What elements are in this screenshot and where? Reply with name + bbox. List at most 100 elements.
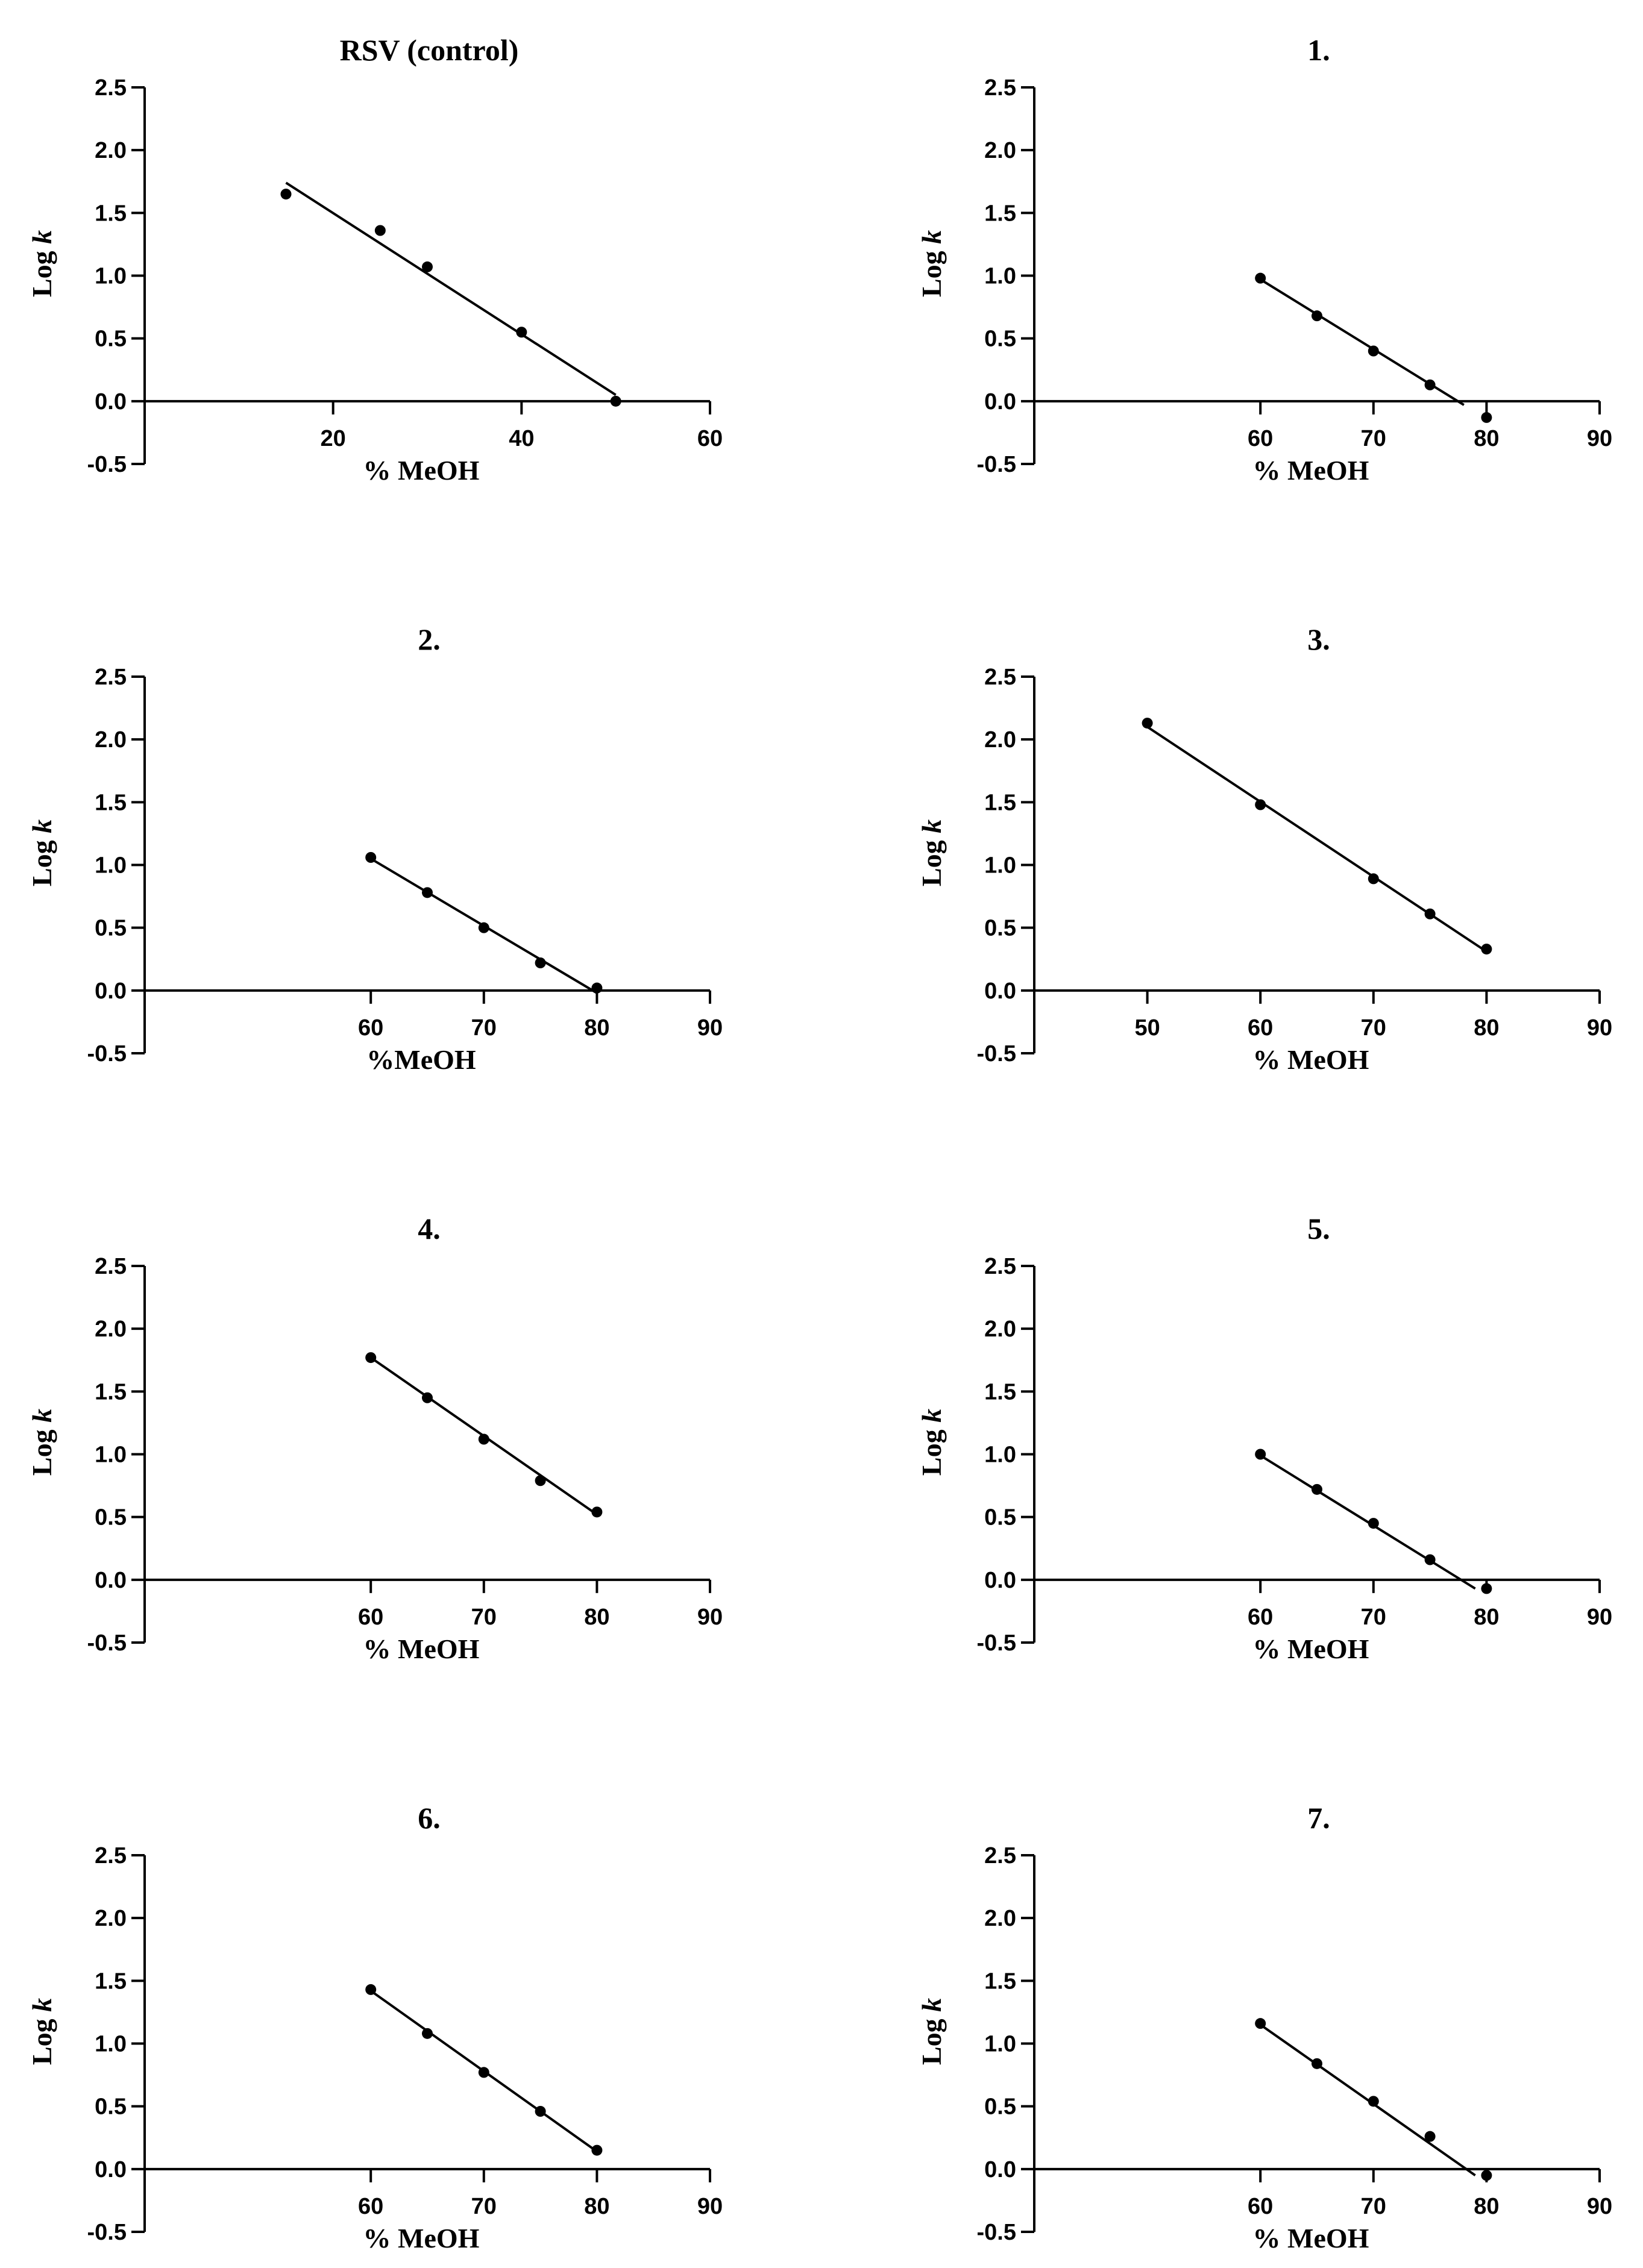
y-tick-label: 1.5 — [95, 1969, 127, 1994]
x-tick-label: 60 — [358, 1015, 383, 1041]
data-point — [535, 2106, 546, 2117]
x-tick-label: 70 — [1361, 426, 1386, 451]
y-axis-label-italic: k — [27, 230, 57, 244]
x-tick-label: 60 — [1248, 1605, 1273, 1630]
y-tick-label: -0.5 — [87, 1631, 127, 1656]
data-point — [1255, 2018, 1266, 2029]
panel-title: 7. — [1307, 1801, 1330, 1835]
panel-title: RSV (control) — [340, 33, 519, 67]
y-axis-label-italic: k — [916, 1409, 947, 1423]
y-tick-label: 0.5 — [984, 916, 1016, 941]
y-tick-label: 1.5 — [95, 201, 127, 226]
y-tick-label: -0.5 — [87, 2220, 127, 2245]
chart-panel-5: 4. -0.5 0.0 0.5 1.0 1.5 2.0 2.5 60 70 80 90 % MeOH Lo… — [27, 1212, 723, 1664]
data-point — [1424, 379, 1436, 390]
y-axis-label: Log k — [916, 1998, 947, 2065]
y-axis-label-main: Log — [916, 244, 947, 297]
data-point — [422, 261, 433, 272]
y-tick-label: -0.5 — [977, 452, 1016, 477]
chart-panel-8: 7. -0.5 0.0 0.5 1.0 1.5 2.0 2.5 60 70 80 90 % MeOH Lo… — [916, 1801, 1612, 2254]
x-tick-label: 80 — [584, 2194, 609, 2219]
data-point — [1481, 1583, 1492, 1594]
x-tick-label: 90 — [697, 1605, 723, 1630]
x-axis-label: % MeOH — [1253, 455, 1369, 486]
data-point — [478, 2067, 489, 2078]
y-tick-label: 0.5 — [95, 327, 127, 352]
x-axis-label: % MeOH — [1253, 2223, 1369, 2254]
x-tick-label: 80 — [584, 1605, 609, 1630]
panel-title: 3. — [1307, 622, 1330, 656]
x-axis-label: % MeOH — [363, 2223, 480, 2254]
fit-line — [1146, 725, 1487, 953]
x-tick-label: 70 — [471, 1015, 497, 1041]
data-point — [1424, 908, 1436, 919]
y-tick-label: 2.0 — [95, 727, 127, 753]
x-tick-label: 60 — [358, 2194, 383, 2219]
data-point — [1255, 1449, 1266, 1460]
panel-title: 5. — [1307, 1212, 1330, 1245]
panel-title: 6. — [418, 1801, 441, 1835]
x-tick-label: 80 — [1474, 1015, 1499, 1041]
y-tick-label: 2.0 — [984, 138, 1016, 163]
x-tick-label: 90 — [1587, 1605, 1612, 1630]
data-point — [1368, 345, 1379, 357]
data-point — [422, 1392, 433, 1403]
y-tick-label: 2.5 — [95, 1843, 127, 1869]
data-point — [1424, 1554, 1436, 1565]
x-tick-label: 20 — [321, 426, 346, 451]
fit-line — [285, 181, 617, 396]
x-tick-label: 60 — [358, 1605, 383, 1630]
x-tick-label: 90 — [1587, 426, 1612, 451]
y-axis-label-italic: k — [27, 1409, 57, 1423]
x-axis-label: %MeOH — [366, 1044, 476, 1075]
y-tick-label: -0.5 — [977, 1631, 1016, 1656]
chart-panel-1: RSV (control) -0.5 0.0 0.5 1.0 1.5 2.0 2.5 20 40 6… — [27, 33, 723, 486]
x-tick-label: 70 — [1361, 1015, 1386, 1041]
y-axis-label-italic: k — [27, 819, 57, 833]
y-tick-label: 0.5 — [95, 1505, 127, 1530]
y-tick-label: 1.0 — [95, 2032, 127, 2057]
y-axis-label-italic: k — [27, 1998, 57, 2012]
chart-panel-7: 6. -0.5 0.0 0.5 1.0 1.5 2.0 2.5 60 70 80 90 % MeOH Lo… — [27, 1801, 723, 2254]
data-point — [610, 395, 621, 407]
y-axis-label-main: Log — [916, 833, 947, 886]
y-tick-label: 2.5 — [95, 75, 127, 101]
x-tick-label: 90 — [697, 1015, 723, 1041]
data-point — [365, 1352, 377, 1364]
data-point — [422, 887, 433, 898]
data-point — [1142, 718, 1153, 729]
y-tick-label: 1.0 — [95, 264, 127, 289]
y-tick-label: 2.5 — [95, 1254, 127, 1279]
y-tick-label: 0.5 — [984, 1505, 1016, 1530]
x-tick-label: 40 — [509, 426, 534, 451]
x-axis-label: % MeOH — [1253, 1044, 1369, 1075]
y-tick-label: 1.0 — [984, 853, 1016, 879]
y-tick-label: 2.5 — [984, 1843, 1016, 1869]
y-tick-label: 0.0 — [984, 389, 1016, 415]
data-point — [591, 1506, 603, 1518]
y-tick-label: 1.5 — [984, 1969, 1016, 1994]
x-tick-label: 80 — [1474, 1605, 1499, 1630]
y-tick-label: 1.5 — [984, 1379, 1016, 1405]
data-point — [1481, 944, 1492, 955]
y-axis-label-italic: k — [916, 819, 947, 833]
y-tick-label: 2.0 — [95, 138, 127, 163]
y-tick-label: 0.0 — [95, 389, 127, 415]
x-tick-label: 60 — [1248, 426, 1273, 451]
y-tick-label: 0.5 — [984, 2094, 1016, 2120]
y-tick-label: 1.5 — [95, 1379, 127, 1405]
data-point — [535, 957, 546, 968]
y-tick-label: 1.5 — [95, 790, 127, 815]
y-tick-label: 0.5 — [95, 916, 127, 941]
x-axis-label: % MeOH — [1253, 1634, 1369, 1664]
y-axis-label-main: Log — [27, 2012, 57, 2065]
y-axis-label: Log k — [27, 819, 57, 886]
data-point — [535, 1475, 546, 1486]
y-axis-label-italic: k — [916, 1998, 947, 2012]
data-point — [422, 2028, 433, 2039]
data-point — [478, 922, 489, 933]
y-tick-label: 0.5 — [984, 327, 1016, 352]
fit-line — [1260, 2023, 1476, 2176]
y-tick-label: 1.5 — [984, 201, 1016, 226]
